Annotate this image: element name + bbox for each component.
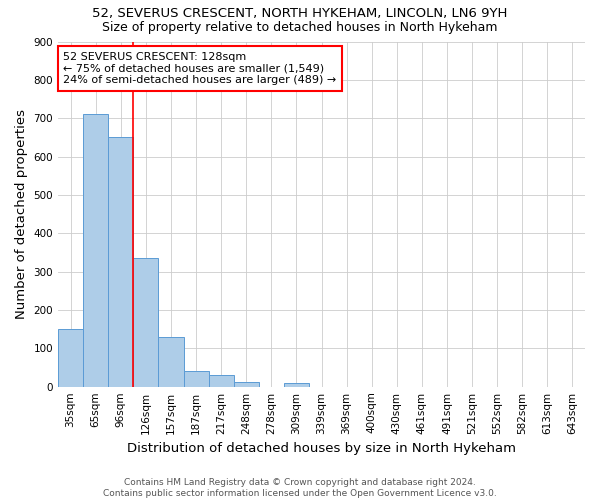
Text: 52, SEVERUS CRESCENT, NORTH HYKEHAM, LINCOLN, LN6 9YH: 52, SEVERUS CRESCENT, NORTH HYKEHAM, LIN… [92, 8, 508, 20]
X-axis label: Distribution of detached houses by size in North Hykeham: Distribution of detached houses by size … [127, 442, 516, 455]
Bar [209, 375, 233, 386]
Bar [233, 382, 259, 386]
Text: 52 SEVERUS CRESCENT: 128sqm
← 75% of detached houses are smaller (1,549)
24% of : 52 SEVERUS CRESCENT: 128sqm ← 75% of det… [64, 52, 337, 85]
Bar [184, 370, 209, 386]
Bar [58, 329, 83, 386]
Y-axis label: Number of detached properties: Number of detached properties [15, 109, 28, 319]
Bar [133, 258, 158, 386]
Bar [108, 138, 133, 386]
Bar [284, 383, 309, 386]
Bar [83, 114, 108, 386]
Bar [158, 337, 184, 386]
Text: Size of property relative to detached houses in North Hykeham: Size of property relative to detached ho… [102, 21, 498, 34]
Text: Contains HM Land Registry data © Crown copyright and database right 2024.
Contai: Contains HM Land Registry data © Crown c… [103, 478, 497, 498]
